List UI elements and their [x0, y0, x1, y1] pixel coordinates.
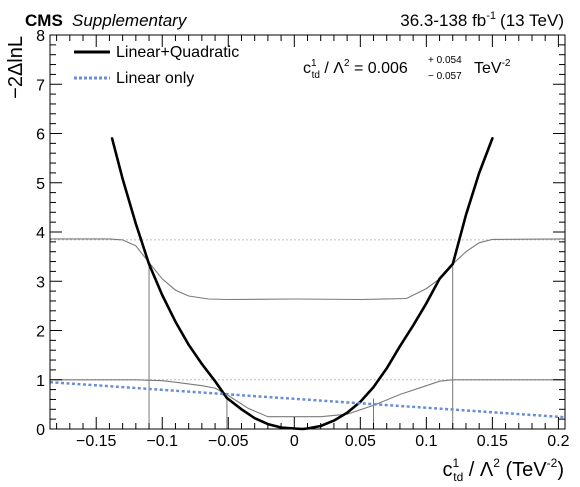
x-tick-label-3: 0 [290, 433, 299, 450]
xlabel-main: c [443, 459, 453, 481]
y-tick-label-4: 4 [36, 225, 45, 242]
result-param-sub: td [312, 70, 320, 81]
result-unit: TeV-2 [474, 58, 511, 77]
header-lumi: 36.3-138 fb-1 (13 TeV) [400, 10, 564, 30]
result-lambda-sup: 2 [344, 58, 350, 69]
y-tick-label-3: 3 [36, 274, 45, 291]
x-axis-title: c1 td / Λ2 (TeV-2) [443, 456, 564, 484]
axis-ticks: −0.15 −0.1 −0.05 0 0.05 0.1 0.15 0.2 0 1 2 3 4 5 6 7 8 [36, 28, 570, 450]
result-err-up: + 0.054 [428, 55, 462, 66]
x-tick-label-2: −0.05 [208, 433, 249, 450]
xlabel-sup2: 2 [493, 456, 500, 470]
x-tick-label-4: 0.05 [345, 433, 376, 450]
y-tick-label-5: 5 [36, 176, 45, 193]
result-unit-main: TeV [474, 60, 502, 77]
xlabel-unit: (TeV [500, 459, 547, 481]
xlabel-unit-sup: -2 [547, 456, 558, 470]
band-curve-0 [50, 238, 566, 301]
x-tick-label-7: 0.2 [547, 433, 569, 450]
header-label: Supplementary [72, 11, 188, 30]
xlabel-close: ) [557, 459, 564, 481]
lumi-main: 36.3-138 fb [400, 11, 486, 30]
xlabel-rest: / Λ [463, 459, 494, 481]
result-value: = 0.006 [350, 60, 408, 77]
result-err-down: − 0.057 [428, 71, 462, 82]
result-sep: / [320, 60, 333, 77]
lumi-sup: -1 [486, 10, 496, 22]
xlabel-sub: td [453, 470, 463, 484]
x-tick-label-6: 0.15 [477, 433, 508, 450]
y-tick-label-0: 0 [36, 422, 45, 439]
lumi-energy: (13 TeV) [500, 11, 564, 30]
band-curve-1 [50, 379, 565, 418]
result-param-sup: 1 [311, 58, 317, 69]
legend: Linear+Quadratic Linear only [74, 44, 239, 87]
legend-label-linquad: Linear+Quadratic [116, 44, 239, 61]
result-param: c [303, 60, 311, 77]
band-curves [50, 238, 566, 418]
x-tick-label-1: −0.1 [146, 433, 178, 450]
result-unit-sup: -2 [502, 58, 511, 69]
xlabel-sup: 1 [453, 456, 460, 470]
y-axis-title: −2ΔlnL [5, 36, 27, 99]
y-tick-label-2: 2 [36, 324, 45, 341]
x-tick-label-0: −0.15 [76, 433, 117, 450]
result-annotation: c1 td / Λ2 = 0.006 [303, 58, 408, 81]
x-tick-label-5: 0.1 [415, 433, 437, 450]
result-lambda: Λ [333, 60, 344, 77]
y-tick-label-1: 1 [36, 373, 45, 390]
interval-marks [148, 266, 454, 429]
y-tick-label-6: 6 [36, 127, 45, 144]
series-line-1 [49, 380, 566, 419]
legend-label-linonly: Linear only [116, 70, 194, 87]
header-experiment: CMS [25, 11, 63, 30]
y-tick-label-8: 8 [36, 28, 45, 45]
y-tick-label-7: 7 [36, 77, 45, 94]
